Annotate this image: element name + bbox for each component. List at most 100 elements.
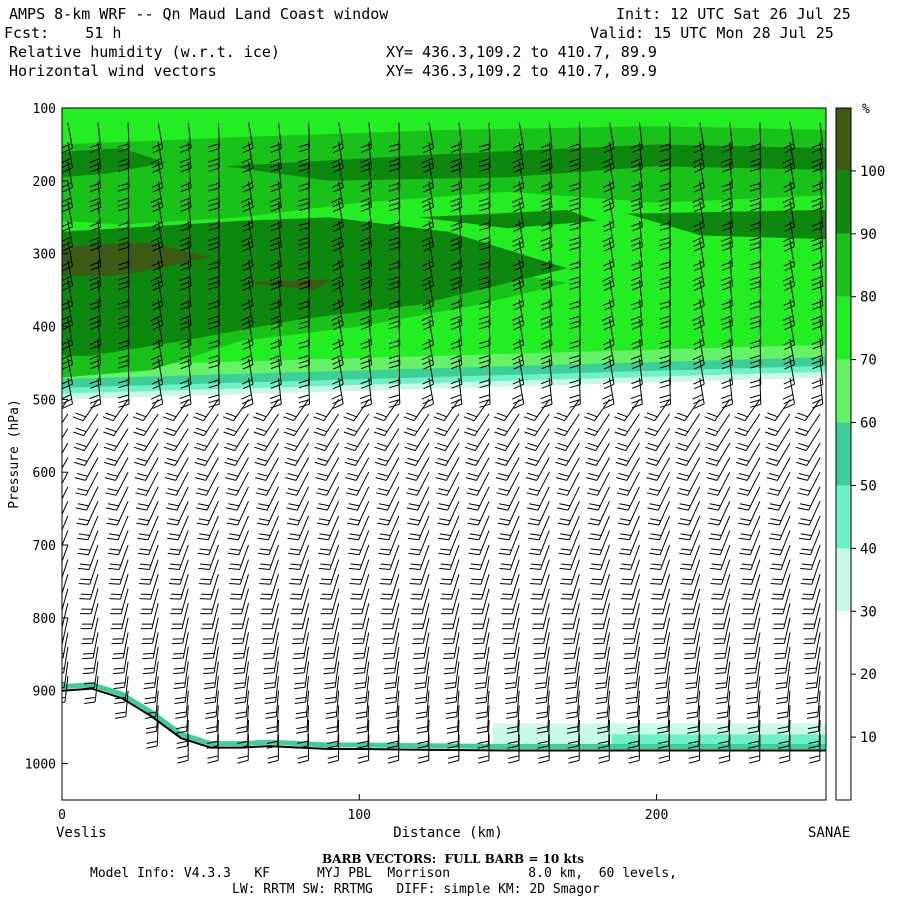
wind-barb-lower-18-20 xyxy=(596,690,610,719)
wind-barb-lower-13-23 xyxy=(447,734,460,764)
wind-barb-upper-23-0 xyxy=(749,122,762,153)
wind-barb-upper-21-9 xyxy=(692,299,705,331)
wind-barb-upper-0-9 xyxy=(62,299,73,331)
y-tick-label-200: 200 xyxy=(33,175,56,190)
wind-barb-lower-25-0 xyxy=(794,399,821,422)
wind-barb-upper-1-5 xyxy=(89,220,102,252)
wind-barb-lower-15-9 xyxy=(498,530,520,556)
wind-barb-upper-5-1 xyxy=(208,142,220,172)
wind-barb-upper-15-10 xyxy=(512,319,525,350)
wind-barb-lower-23-3 xyxy=(735,442,761,466)
wind-barb-upper-3-5 xyxy=(150,220,164,252)
wind-barb-upper-5-7 xyxy=(208,260,220,290)
wind-barb-upper-25-5 xyxy=(811,220,824,252)
wind-barb-upper-14-9 xyxy=(479,299,491,330)
wind-barb-lower-3-9 xyxy=(137,530,159,556)
rh-patch-2 xyxy=(62,148,166,178)
wind-barb-upper-18-11 xyxy=(602,338,615,370)
wind-barb-lower-18-11 xyxy=(590,559,610,585)
wind-barb-lower-16-14 xyxy=(532,603,550,630)
wind-barb-lower-10-10 xyxy=(348,544,370,570)
wind-barb-upper-21-11 xyxy=(692,338,705,370)
wind-barb-upper-6-11 xyxy=(241,338,254,370)
wind-barb-lower-16-17 xyxy=(533,646,550,675)
wind-barb-upper-7-7 xyxy=(269,260,282,291)
wind-barb-lower-25-9 xyxy=(799,530,821,556)
wind-barb-lower-17-1 xyxy=(554,413,580,437)
wind-barb-lower-13-18 xyxy=(444,661,460,690)
wind-barb-lower-20-17 xyxy=(654,646,671,675)
wind-barb-lower-10-16 xyxy=(352,632,370,660)
wind-barb-upper-23-10 xyxy=(749,319,762,349)
wind-barb-lower-22-22 xyxy=(718,719,731,749)
wind-barb-upper-0-8 xyxy=(62,279,73,311)
wind-barb-lower-6-20 xyxy=(235,690,249,719)
wind-barb-upper-20-6 xyxy=(659,240,671,271)
wind-barb-upper-15-12 xyxy=(512,358,525,390)
wind-barb-lower-11-5 xyxy=(376,471,400,496)
wind-barb-upper-18-7 xyxy=(602,260,615,291)
wind-barb-lower-22-13 xyxy=(711,588,731,615)
wind-barb-upper-2-2 xyxy=(118,161,130,192)
wind-barb-lower-10-20 xyxy=(355,690,370,719)
wind-barb-upper-15-0 xyxy=(512,122,525,154)
wind-barb-upper-9-12 xyxy=(332,358,344,390)
wind-barb-upper-6-6 xyxy=(241,240,254,272)
wind-barb-lower-0-19 xyxy=(62,676,69,703)
wind-barb-lower-8-0 xyxy=(283,399,310,422)
wind-barb-lower-21-1 xyxy=(674,413,701,437)
wind-barb-lower-23-13 xyxy=(741,588,761,615)
wind-barb-upper-15-6 xyxy=(512,240,525,272)
wind-barb-lower-25-16 xyxy=(804,632,821,660)
wind-barb-lower-14-22 xyxy=(477,719,490,749)
wind-barb-lower-24-13 xyxy=(771,588,791,615)
wind-barb-lower-10-1 xyxy=(343,413,370,437)
wind-barb-lower-19-7 xyxy=(617,501,640,526)
wind-barb-upper-1-11 xyxy=(89,338,102,370)
wind-barb-lower-7-22 xyxy=(266,719,279,749)
wind-barb-upper-0-6 xyxy=(62,240,73,272)
wind-barb-upper-21-12 xyxy=(693,358,705,390)
wind-barb-lower-9-1 xyxy=(313,413,340,437)
wind-barb-upper-9-5 xyxy=(331,220,344,252)
wind-barb-upper-6-1 xyxy=(241,142,254,173)
wind-barb-lower-9-12 xyxy=(320,574,340,600)
wind-barb-lower-2-7 xyxy=(106,501,129,526)
wind-barb-lower-6-18 xyxy=(233,661,249,690)
wind-barb-lower-24-2 xyxy=(765,428,791,452)
wind-barb-lower-3-5 xyxy=(135,471,159,496)
wind-barb-lower-0-2 xyxy=(62,428,69,439)
wind-barb-lower-12-3 xyxy=(405,442,430,466)
colorbar-label-80: 80 xyxy=(860,290,877,306)
surface-moist-film xyxy=(62,682,826,749)
wind-barb-upper-22-1 xyxy=(721,142,733,173)
wind-barb-upper-3-4 xyxy=(151,201,164,232)
wind-barb-lower-22-4 xyxy=(706,457,731,481)
wind-barb-lower-6-13 xyxy=(230,588,249,615)
wind-barb-upper-20-3 xyxy=(659,181,671,212)
wind-barb-lower-4-5 xyxy=(165,471,189,496)
wind-barb-upper-14-8 xyxy=(479,279,491,310)
wind-barb-upper-11-0 xyxy=(388,122,401,153)
wind-barb-lower-18-0 xyxy=(584,399,610,422)
wind-barb-lower-22-2 xyxy=(705,428,731,452)
wind-barb-lower-17-13 xyxy=(561,588,580,615)
wind-barb-lower-15-8 xyxy=(498,515,520,541)
wind-barb-lower-24-20 xyxy=(776,690,791,719)
wind-barb-lower-7-16 xyxy=(262,632,279,660)
wind-barb-upper-23-6 xyxy=(749,240,762,271)
wind-barb-lower-12-18 xyxy=(414,661,430,690)
wind-barb-lower-4-2 xyxy=(163,428,189,452)
wind-barb-lower-10-14 xyxy=(351,603,370,630)
colorbar-label-70: 70 xyxy=(860,353,877,369)
wind-barb-upper-21-5 xyxy=(692,220,705,252)
wind-barb-lower-7-6 xyxy=(256,486,279,511)
wind-barb-lower-3-19 xyxy=(144,676,159,704)
wind-barb-lower-17-10 xyxy=(559,544,580,570)
wind-barb-lower-12-9 xyxy=(408,530,430,556)
wind-barb-lower-17-22 xyxy=(567,719,580,749)
wind-barb-lower-9-21 xyxy=(326,705,340,734)
wind-barb-upper-11-11 xyxy=(388,338,401,369)
wind-barb-lower-3-11 xyxy=(138,559,159,585)
y-tick-label-1000: 1000 xyxy=(25,758,56,773)
